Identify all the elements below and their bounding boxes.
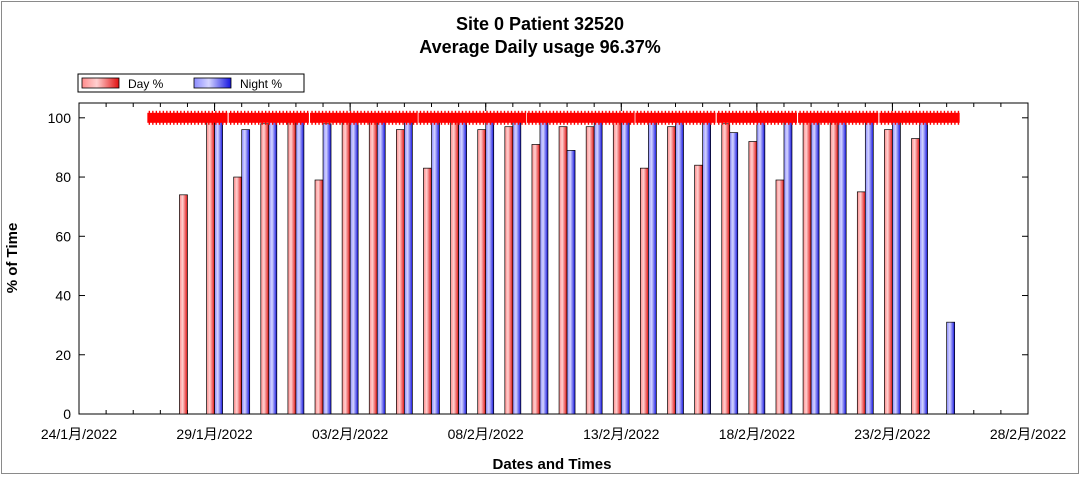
bar-night (485, 117, 495, 415)
bar-night (322, 123, 332, 415)
bar-day (585, 126, 595, 415)
y-axis-label: % of Time (4, 223, 21, 294)
y-tick-label: 80 (55, 169, 71, 185)
bar-night (648, 117, 657, 415)
x-tick-label: 08/2月/2022 (448, 426, 524, 442)
bar-night (404, 117, 413, 415)
bar-day (829, 117, 839, 415)
x-tick-label: 28/2月/2022 (990, 426, 1066, 442)
bar-night (268, 120, 278, 415)
legend-swatch-day (81, 77, 120, 89)
bar-day (233, 176, 243, 415)
y-tick-label: 0 (63, 406, 71, 422)
bar-night (620, 117, 630, 415)
bar-day (396, 129, 405, 415)
bar-night (864, 117, 874, 415)
bar-night (783, 117, 793, 415)
y-tick-label: 60 (55, 228, 71, 244)
bar-day (640, 167, 649, 415)
bar-night (702, 117, 711, 415)
bar-night (349, 117, 359, 415)
bar-day (721, 123, 731, 415)
chart-subtitle: Average Daily usage 96.37% (419, 37, 660, 57)
y-tick-label: 40 (55, 288, 71, 304)
bar-day (884, 129, 893, 415)
chart-title: Site 0 Patient 32520 (456, 14, 624, 34)
bar-day (341, 117, 351, 415)
bar-day (748, 141, 758, 415)
usage-marker-strip (526, 112, 635, 123)
bar-night (214, 117, 223, 415)
bar-day (531, 144, 541, 415)
x-tick-label: 03/2月/2022 (312, 426, 388, 442)
legend-label-day: Day % (128, 77, 164, 91)
bar-night (458, 117, 467, 415)
bar-night (729, 132, 739, 415)
bar-day (314, 179, 324, 415)
bar-night (512, 117, 522, 415)
bar-night (837, 117, 847, 415)
bar-day (260, 123, 270, 415)
x-tick-label: 24/1月/2022 (41, 426, 117, 442)
x-tick-label: 29/1月/2022 (176, 426, 252, 442)
bar-night (241, 129, 251, 415)
bar-day (368, 117, 378, 415)
bar-day (206, 117, 215, 415)
bar-day (423, 167, 432, 415)
bar-night (946, 321, 956, 415)
bar-day (911, 138, 920, 415)
bar-night (675, 120, 684, 415)
x-tick-label: 23/2月/2022 (854, 426, 930, 442)
y-tick-label: 100 (48, 110, 72, 126)
legend: Day % Night % (77, 73, 305, 93)
bar-day (450, 117, 459, 415)
bar-night (756, 117, 766, 415)
bar-night (295, 117, 305, 415)
bar-night (566, 150, 576, 415)
bar-day (612, 117, 622, 415)
bar-day (477, 129, 487, 415)
bar-day (179, 194, 188, 415)
bar-night (431, 117, 440, 415)
bar-day (694, 164, 703, 415)
bar-night (810, 117, 820, 415)
bar-day (667, 126, 676, 415)
bar-day (856, 191, 866, 415)
x-tick-label: 13/2月/2022 (583, 426, 659, 442)
bar-day (558, 126, 568, 415)
bar-night (539, 117, 549, 415)
bar-day (802, 117, 812, 415)
legend-box (77, 73, 305, 93)
bar-night (376, 117, 386, 415)
bar-day (287, 117, 297, 415)
x-axis-label: Dates and Times (493, 456, 612, 473)
bar-day (775, 179, 785, 415)
y-tick-label: 20 (55, 347, 71, 363)
bar-day (504, 126, 514, 415)
bar-night (919, 117, 928, 415)
legend-label-night: Night % (240, 77, 282, 91)
bar-night (593, 117, 603, 415)
bar-night (892, 117, 901, 415)
usage-marker-strip (418, 112, 526, 123)
plot-area: 0 20 40 60 80 100 24/1月/2022 29/1月/2022 03/2月/20… (41, 102, 1066, 442)
usage-marker-strip (310, 112, 418, 123)
x-tick-label: 18/2月/2022 (719, 426, 795, 442)
legend-swatch-night (193, 77, 232, 89)
